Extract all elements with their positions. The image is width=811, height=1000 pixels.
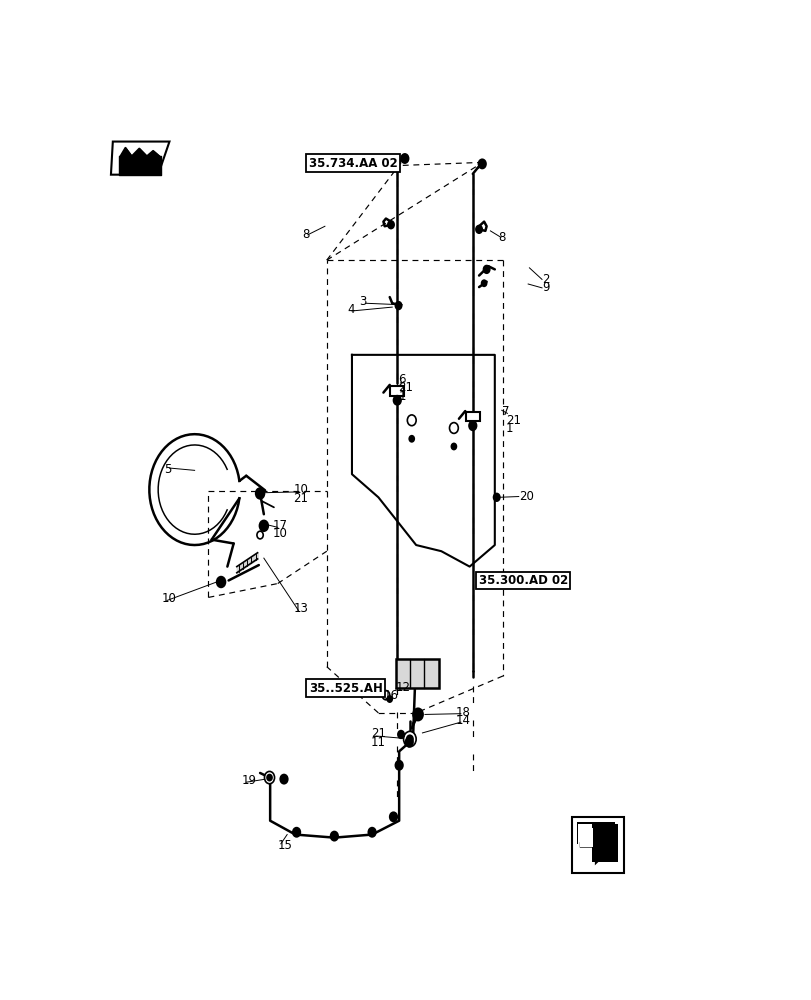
- Circle shape: [493, 493, 500, 501]
- Text: 18: 18: [455, 706, 470, 719]
- Circle shape: [330, 831, 337, 841]
- Text: 10: 10: [161, 592, 177, 605]
- Text: 12: 12: [396, 681, 410, 694]
- Text: 20: 20: [518, 490, 533, 503]
- Text: 21: 21: [293, 492, 308, 505]
- Circle shape: [368, 828, 375, 837]
- Text: 8: 8: [497, 231, 504, 244]
- Bar: [577, 822, 614, 844]
- Circle shape: [403, 731, 416, 747]
- Bar: [580, 828, 592, 847]
- Circle shape: [267, 774, 272, 781]
- Text: 10: 10: [293, 483, 308, 496]
- Circle shape: [389, 812, 397, 821]
- Text: 8: 8: [302, 228, 309, 241]
- Circle shape: [478, 159, 486, 169]
- Text: 16: 16: [383, 689, 398, 702]
- Bar: [592, 824, 617, 862]
- Text: 35.300.AD 02: 35.300.AD 02: [478, 574, 567, 587]
- Bar: [466, 412, 479, 421]
- Circle shape: [413, 708, 423, 721]
- Circle shape: [406, 735, 413, 743]
- Bar: [396, 659, 438, 688]
- Circle shape: [395, 761, 402, 770]
- Bar: [572, 817, 623, 873]
- Circle shape: [451, 443, 456, 450]
- Text: 17: 17: [272, 519, 287, 532]
- Circle shape: [449, 423, 457, 433]
- Text: 35.734.AA 02: 35.734.AA 02: [308, 157, 397, 170]
- Circle shape: [483, 266, 489, 273]
- Text: 11: 11: [371, 736, 385, 749]
- Text: 4: 4: [346, 303, 354, 316]
- Circle shape: [481, 280, 486, 286]
- Text: 21: 21: [505, 414, 521, 427]
- Circle shape: [388, 221, 393, 229]
- Text: 15: 15: [277, 839, 292, 852]
- Polygon shape: [111, 142, 169, 175]
- Text: 3: 3: [359, 295, 367, 308]
- Text: 7: 7: [502, 405, 509, 418]
- Text: 19: 19: [241, 774, 256, 787]
- Text: 1: 1: [398, 390, 406, 403]
- Circle shape: [264, 771, 274, 784]
- Bar: [577, 824, 591, 850]
- Circle shape: [217, 577, 225, 587]
- Circle shape: [475, 225, 482, 233]
- Text: 21: 21: [371, 727, 385, 740]
- Circle shape: [395, 302, 401, 309]
- Polygon shape: [579, 822, 617, 865]
- Circle shape: [469, 421, 476, 430]
- Circle shape: [256, 531, 263, 539]
- Circle shape: [401, 154, 408, 163]
- Circle shape: [405, 738, 413, 747]
- Circle shape: [280, 774, 287, 784]
- Text: 14: 14: [455, 714, 470, 727]
- Text: 6: 6: [398, 373, 406, 386]
- Circle shape: [255, 488, 264, 499]
- Text: 1: 1: [505, 422, 513, 435]
- Text: 9: 9: [542, 281, 549, 294]
- Text: 13: 13: [293, 602, 308, 615]
- Text: 10: 10: [272, 527, 287, 540]
- Circle shape: [293, 828, 300, 837]
- Text: 5: 5: [164, 463, 172, 476]
- Circle shape: [409, 436, 414, 442]
- Circle shape: [407, 415, 416, 426]
- Text: 21: 21: [398, 381, 413, 394]
- Circle shape: [260, 520, 268, 531]
- Circle shape: [397, 731, 404, 738]
- Circle shape: [393, 396, 401, 405]
- Text: 2: 2: [542, 273, 549, 286]
- Text: 35..525.AH: 35..525.AH: [308, 682, 382, 695]
- Circle shape: [387, 696, 392, 702]
- Bar: [390, 386, 404, 396]
- Circle shape: [382, 691, 389, 700]
